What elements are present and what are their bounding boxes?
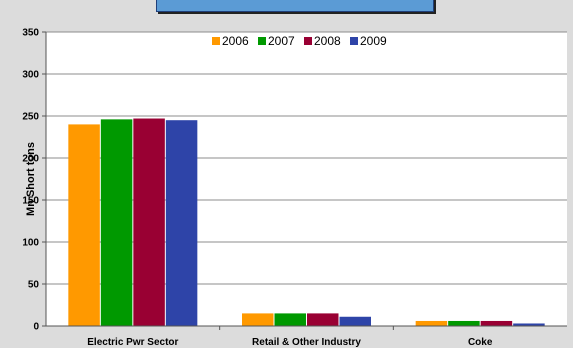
legend: 2006 2007 2008 2009 <box>212 34 387 48</box>
y-tick-label: 200 <box>22 154 39 165</box>
bar-2006-2 <box>242 313 274 326</box>
bar-2006-1 <box>68 124 100 327</box>
bar-2008-1 <box>133 118 165 327</box>
x-axis: Electric Pwr Sector Retail & Other Indust… <box>45 32 567 348</box>
legend-swatch-2007 <box>258 37 266 45</box>
x-category-label: Retail & Other Industry <box>252 337 361 348</box>
legend-swatch-2006 <box>212 37 220 45</box>
legend-swatch-2009 <box>350 37 358 45</box>
legend-label-2007: 2007 <box>268 34 295 48</box>
bar-2009-2 <box>339 316 371 326</box>
bar-2008-3 <box>480 320 513 326</box>
bar-2007-3 <box>448 320 480 326</box>
chart-title-box <box>156 0 434 12</box>
legend-label-2008: 2008 <box>314 34 341 48</box>
bar-2008-2 <box>307 313 339 326</box>
y-axis-ticks: 0 50 100 150 200 250 300 350 <box>22 28 39 333</box>
bar-2006-3 <box>415 320 448 326</box>
y-tick-label: 350 <box>22 28 39 39</box>
bar-2009-3 <box>513 323 545 326</box>
bar-2007-2 <box>274 313 306 326</box>
bar-2009-1 <box>165 120 198 326</box>
y-tick-label: 50 <box>28 280 40 291</box>
bars <box>68 118 545 327</box>
x-category-label: Electric Pwr Sector <box>87 337 178 348</box>
plot-area <box>46 32 567 326</box>
y-tick-label: 300 <box>22 70 39 81</box>
legend-label-2009: 2009 <box>360 34 387 48</box>
y-tick-label: 0 <box>33 322 39 333</box>
y-axis-title: Mn Short tons <box>25 142 37 216</box>
gridlines <box>42 31 567 327</box>
bar-2007-1 <box>100 119 133 326</box>
y-tick-label: 150 <box>22 196 39 207</box>
legend-label-2006: 2006 <box>222 34 249 48</box>
y-tick-label: 100 <box>22 238 39 249</box>
legend-swatch-2008 <box>304 37 312 45</box>
y-tick-label: 250 <box>22 112 39 123</box>
x-category-label: Coke <box>468 337 493 348</box>
